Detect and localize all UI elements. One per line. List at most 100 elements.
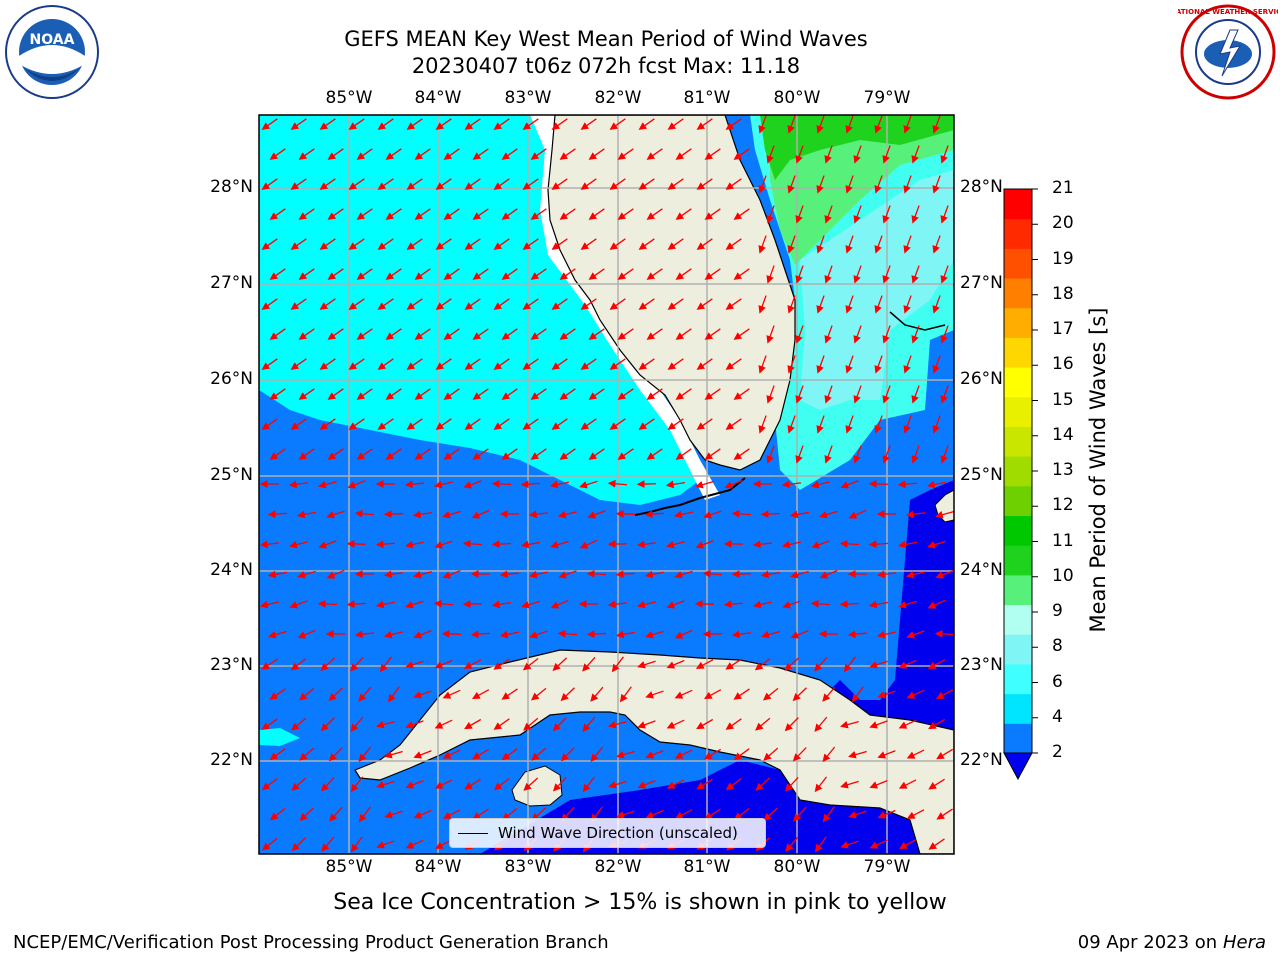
- wind-wave-arrow: [936, 748, 954, 760]
- wind-wave-arrow: [638, 418, 655, 430]
- wind-wave-arrow: [704, 808, 721, 820]
- wind-wave-arrow: [318, 540, 337, 549]
- wind-wave-arrow: [443, 388, 460, 400]
- wind-wave-arrow: [326, 510, 345, 519]
- wind-wave-arrow: [637, 600, 656, 609]
- wind-wave-arrow: [406, 418, 423, 430]
- wind-wave-arrow: [296, 510, 316, 519]
- wind-wave-arrow: [289, 600, 308, 609]
- wind-wave-arrow: [674, 749, 693, 759]
- wind-wave-arrow: [298, 148, 315, 160]
- wind-wave-arrow: [733, 268, 750, 280]
- wind-wave-arrow: [385, 388, 402, 400]
- footer-host: Hera: [1222, 932, 1266, 953]
- wind-wave-arrow: [733, 688, 750, 700]
- wind-wave-arrow: [787, 415, 796, 434]
- wind-wave-arrow: [405, 780, 424, 789]
- wind-wave-arrow: [580, 418, 597, 430]
- wind-wave-arrow: [552, 717, 567, 732]
- wind-wave-arrow: [522, 657, 539, 671]
- wind-wave-arrow: [903, 295, 912, 314]
- lon-label-bottom: 79°W: [863, 857, 911, 877]
- wind-wave-arrow: [763, 807, 779, 822]
- wind-wave-arrow: [853, 385, 862, 404]
- wind-wave-arrow: [261, 418, 278, 430]
- wind-wave-arrow: [463, 659, 482, 669]
- wind-wave-arrow: [522, 178, 539, 190]
- wind-wave-arrow: [666, 719, 685, 729]
- wind-wave-arrow: [761, 630, 780, 639]
- wind-wave-arrow: [905, 510, 926, 519]
- wind-wave-arrow: [412, 510, 432, 519]
- wind-wave-arrow: [259, 540, 280, 549]
- wind-wave-arrow: [766, 205, 775, 224]
- wind-wave-arrow: [758, 235, 767, 254]
- wind-wave-arrow: [552, 657, 568, 672]
- wind-wave-arrow: [491, 479, 512, 488]
- wind-wave-arrow: [940, 325, 949, 344]
- wind-wave-arrow: [882, 325, 891, 344]
- wind-wave-arrow: [897, 480, 918, 489]
- wind-wave-arrow: [433, 599, 454, 608]
- wind-wave-arrow: [903, 235, 912, 254]
- lat-label-left: 26°N: [210, 369, 253, 389]
- wind-wave-arrow: [464, 238, 481, 250]
- wind-wave-arrow: [644, 510, 665, 519]
- wind-wave-arrow: [940, 385, 949, 404]
- colorbar-segment: [1004, 545, 1032, 576]
- colorbar-tick-label: 15: [1052, 389, 1074, 410]
- wind-wave-arrow: [462, 600, 483, 608]
- wind-wave-arrow: [491, 600, 511, 609]
- colorbar-segment: [1004, 456, 1032, 487]
- lat-label-left: 24°N: [210, 560, 253, 580]
- wind-wave-arrow: [289, 540, 308, 549]
- wind-wave-arrow: [814, 716, 828, 732]
- wind-wave-arrow: [733, 748, 750, 761]
- field-4-6-west: [259, 728, 300, 746]
- wind-wave-arrow: [472, 808, 489, 820]
- lon-label-bottom: 85°W: [325, 857, 373, 877]
- wind-wave-arrow: [906, 749, 925, 759]
- wind-wave-arrow: [261, 718, 278, 730]
- wind-wave-arrow: [666, 600, 685, 609]
- wind-wave-arrow: [675, 148, 692, 160]
- wind-wave-arrow: [617, 208, 634, 220]
- wind-wave-arrow: [766, 265, 775, 284]
- wind-wave-arrow: [528, 510, 549, 519]
- lon-label-top: 82°W: [594, 88, 642, 108]
- colorbar-segment: [1004, 693, 1032, 724]
- wind-wave-arrow: [580, 178, 597, 190]
- wind-wave-arrow: [348, 238, 365, 250]
- wind-wave-arrow: [667, 178, 684, 190]
- colorbar-tick-label: 14: [1052, 424, 1074, 445]
- wind-wave-arrow: [356, 268, 373, 280]
- wind-wave-arrow: [733, 208, 750, 220]
- wind-wave-arrow: [911, 385, 920, 404]
- lat-label-left: 23°N: [210, 655, 253, 675]
- colorbar-segment: [1004, 278, 1032, 309]
- wind-wave-arrow: [646, 268, 663, 280]
- wind-wave-arrow: [766, 445, 775, 464]
- wind-wave-arrow: [781, 480, 802, 489]
- wind-wave-arrow: [580, 298, 597, 310]
- wind-wave-arrow: [868, 600, 888, 609]
- wind-wave-arrow: [464, 718, 482, 730]
- wind-wave-arrow: [616, 810, 635, 819]
- wind-wave-arrow: [840, 720, 859, 729]
- wind-wave-arrow: [787, 355, 796, 374]
- wind-wave-arrow: [501, 328, 518, 340]
- wind-wave-arrow: [550, 540, 569, 549]
- wind-wave-arrow: [911, 445, 920, 464]
- wind-wave-arrow: [588, 328, 605, 340]
- wind-wave-arrow: [766, 325, 775, 344]
- wind-wave-arrow: [329, 806, 343, 822]
- map-panel: [259, 115, 954, 854]
- wind-wave-arrow: [725, 358, 742, 370]
- wind-wave-arrow: [609, 178, 626, 190]
- noaa-logo-text: NOAA: [30, 32, 75, 48]
- lat-label-right: 26°N: [960, 369, 1003, 389]
- wind-wave-arrow: [903, 115, 912, 134]
- wind-wave-arrow: [318, 480, 337, 489]
- field-9-10-atlantic: [770, 115, 954, 265]
- wind-wave-arrow: [501, 268, 518, 280]
